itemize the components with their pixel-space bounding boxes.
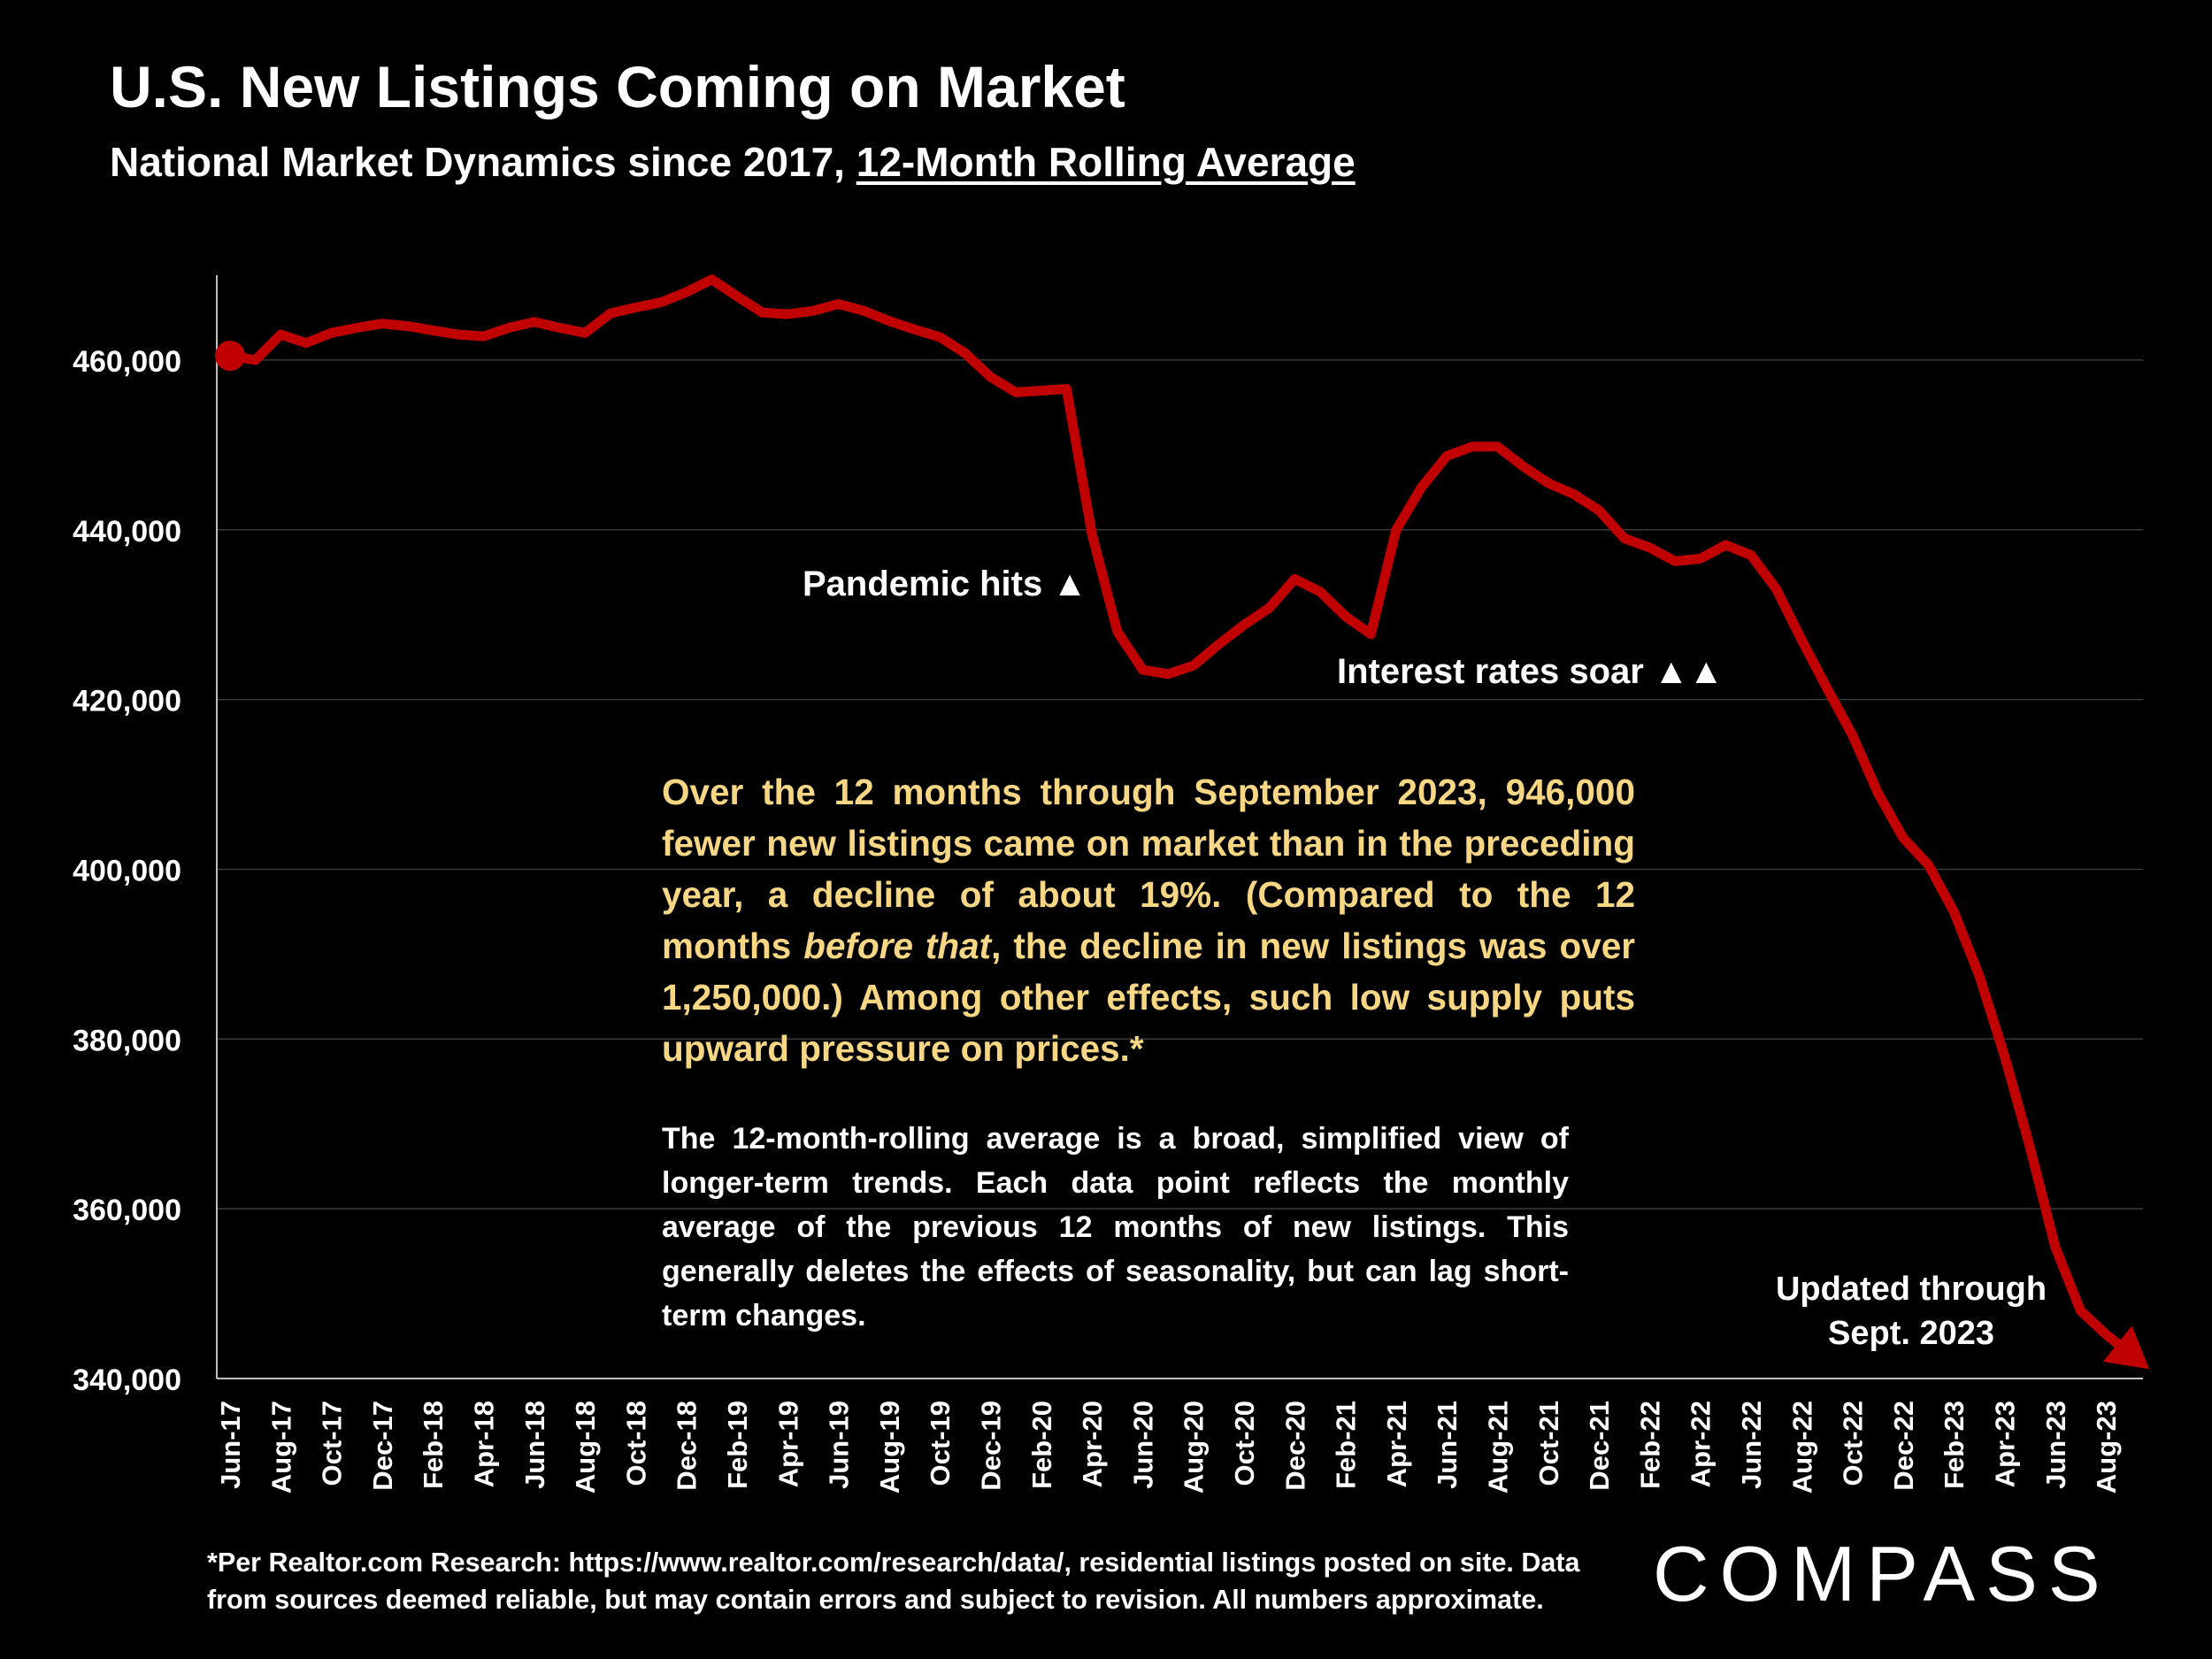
y-tick-label: 380,000 [73,1024,181,1057]
updated-annotation: Updated through Sept. 2023 [1775,1271,2047,1352]
x-tick-label: Dec-21 [1584,1401,1615,1491]
series-line [225,274,2137,1360]
y-axis: 340,000 360,000 380,000 400,000 420,000 440,0… [73,275,218,1397]
chart-subtitle: National Market Dynamics since 2017, 12-… [110,140,1356,185]
y-tick-label: 340,000 [73,1363,181,1397]
x-tick-label: Oct-18 [620,1401,651,1486]
series-start-marker [215,341,245,372]
gridlines [217,359,2143,1210]
x-tick-label: Oct-17 [317,1401,348,1486]
x-tick-label: Dec-18 [672,1401,703,1491]
x-tick-label: Aug-20 [1179,1401,1210,1494]
x-tick-label: Apr-18 [469,1401,500,1487]
x-tick-label: Apr-19 [772,1401,803,1487]
x-tick-label: Feb-19 [722,1401,753,1489]
subtitle-prefix: National Market Dynamics since 2017, [110,139,856,185]
x-tick-label: Dec-17 [367,1401,398,1491]
x-tick-label: Jun-23 [2040,1401,2071,1489]
x-tick-label: Aug-22 [1786,1401,1817,1494]
compass-logo: COMPASS [1653,1530,2111,1617]
x-tick-label: Oct-22 [1838,1401,1869,1486]
y-tick-label: 420,000 [73,685,181,718]
x-tick-label: Aug-17 [265,1401,296,1494]
x-tick-label: Oct-20 [1229,1401,1260,1486]
callout-part1: Over the 12 months through September 202… [662,772,1635,966]
source-footnote: *Per Realtor.com Research: https://www.r… [207,1548,1580,1615]
x-tick-label: Dec-22 [1888,1401,1919,1491]
x-tick-label: Apr-21 [1381,1401,1412,1487]
line-chart: 340,000 360,000 380,000 400,000 420,000 440,0… [73,274,2150,1494]
x-tick-label: Aug-23 [2091,1401,2122,1494]
y-tick-label: 440,000 [73,515,181,549]
x-tick-label: Feb-18 [418,1401,449,1489]
x-tick-label: Oct-19 [925,1401,956,1486]
callout-italic: before that [803,926,992,966]
x-tick-label: Apr-22 [1686,1401,1717,1487]
x-tick-label: Jun-17 [215,1401,246,1489]
y-tick-label: 360,000 [73,1194,181,1227]
x-tick-label: Jun-18 [519,1401,550,1489]
x-tick-label: Aug-21 [1483,1401,1514,1494]
x-tick-label: Jun-19 [824,1401,855,1489]
x-tick-label: Feb-21 [1331,1401,1362,1489]
x-tick-label: Jun-20 [1127,1401,1158,1489]
x-tick-label: Dec-20 [1279,1401,1310,1491]
series-end-arrow [2102,1325,2150,1370]
callout-text: Over the 12 months through September 202… [662,766,1635,1074]
x-tick-label: Oct-21 [1533,1401,1564,1486]
chart-title: U.S. New Listings Coming on Market [110,54,1125,119]
series-layer [215,274,2150,1370]
interest-rates-annotation: Interest rates soar ▲▲ [1337,652,1724,691]
pandemic-annotation: Pandemic hits ▲ [803,565,1087,603]
x-tick-label: Apr-23 [1990,1401,2021,1487]
y-tick-label: 400,000 [73,854,181,887]
x-tick-label: Feb-20 [1026,1401,1057,1489]
x-tick-label: Dec-19 [976,1401,1007,1491]
x-tick-label: Apr-20 [1077,1401,1108,1487]
x-tick-label: Feb-22 [1634,1401,1665,1489]
x-tick-label: Aug-19 [874,1401,905,1494]
callout-part2: , the decline in new listings was over 1… [662,926,1636,1069]
x-tick-label: Feb-23 [1939,1401,1970,1489]
y-tick-label: 460,000 [73,345,181,379]
x-tick-label: Jun-21 [1432,1401,1463,1489]
subtitle-emphasis: 12-Month Rolling Average [856,139,1356,185]
methodology-note: The 12-month-rolling average is a broad,… [662,1122,1569,1333]
x-tick-label: Jun-22 [1736,1401,1767,1489]
x-axis: Jun-17 Aug-17 Oct-17 Dec-17 Feb-18 Apr-18 Jun-… [215,1378,2143,1494]
x-tick-label: Aug-18 [570,1401,601,1494]
